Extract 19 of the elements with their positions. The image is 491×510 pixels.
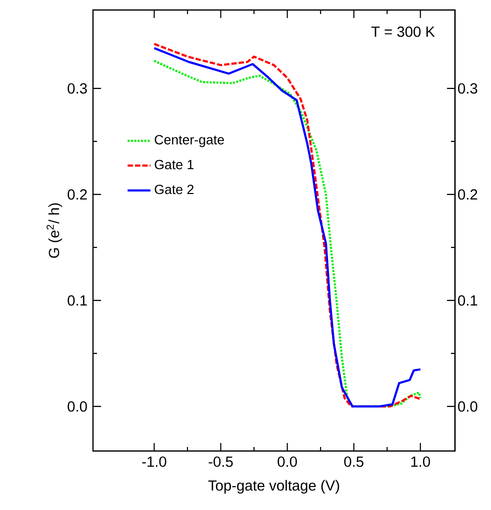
y2-tick-label: 0.0 <box>458 401 478 412</box>
y-tick-label: 0.0 <box>68 401 87 412</box>
x-tick-label: 1.0 <box>411 456 430 467</box>
x-axis-title: Top-gate voltage (V) <box>208 480 340 494</box>
x-tick-label: -0.5 <box>208 456 233 467</box>
x-tick-label: 0.0 <box>278 456 297 467</box>
y2-tick-label: 0.1 <box>458 295 478 306</box>
legend-label: Gate 1 <box>154 160 194 170</box>
legend-label: Gate 2 <box>154 184 194 194</box>
legend-label: Center-gate <box>154 135 224 148</box>
y-tick-label: 0.1 <box>68 295 87 306</box>
x-tick-label: 0.5 <box>344 456 364 467</box>
y2-tick-label: 0.3 <box>458 83 478 94</box>
y-tick-label: 0.3 <box>68 83 87 94</box>
annotation: T = 300 K <box>371 26 435 37</box>
y2-tick-label: 0.2 <box>458 189 478 200</box>
x-tick-label: -1.0 <box>142 456 166 467</box>
y-axis-title: G (e$^{2}$/ h) <box>46 203 62 258</box>
y-tick-label: 0.2 <box>68 189 87 200</box>
